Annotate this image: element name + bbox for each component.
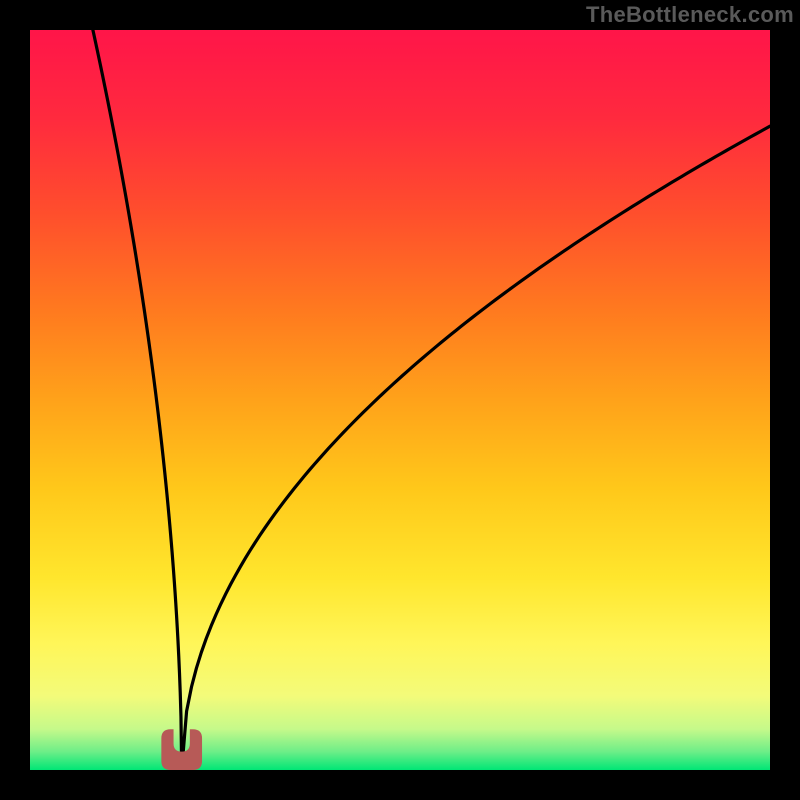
chart-svg <box>30 30 770 770</box>
chart-root: TheBottleneck.com <box>0 0 800 800</box>
gradient-background <box>30 30 770 770</box>
watermark-text: TheBottleneck.com <box>586 2 794 28</box>
plot-area <box>30 30 770 770</box>
